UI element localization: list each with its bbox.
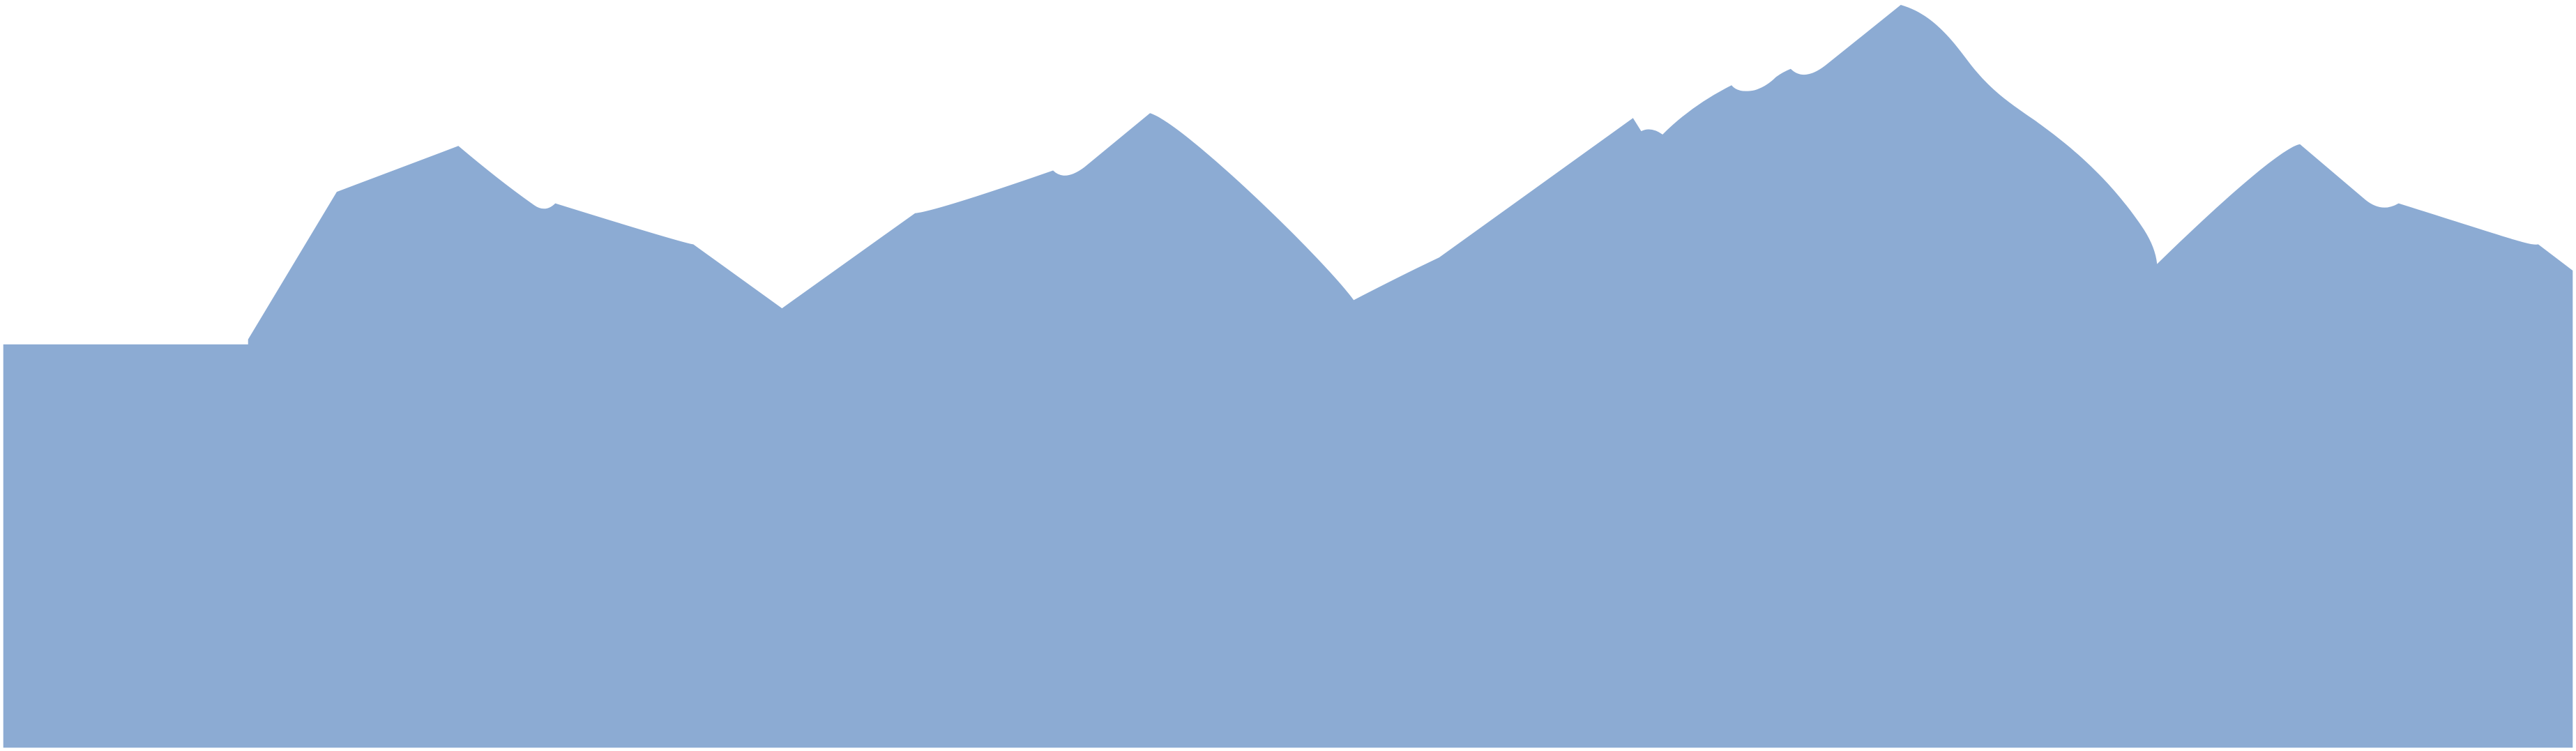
mountain-range-shape xyxy=(3,5,2573,748)
